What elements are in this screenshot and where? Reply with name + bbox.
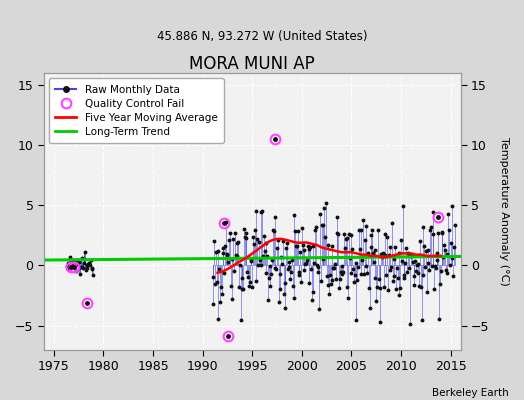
Text: Berkeley Earth: Berkeley Earth	[432, 388, 508, 398]
Title: MORA MUNI AP: MORA MUNI AP	[189, 55, 315, 73]
Legend: Raw Monthly Data, Quality Control Fail, Five Year Moving Average, Long-Term Tren: Raw Monthly Data, Quality Control Fail, …	[49, 78, 224, 143]
Y-axis label: Temperature Anomaly (°C): Temperature Anomaly (°C)	[499, 137, 509, 286]
Text: 45.886 N, 93.272 W (United States): 45.886 N, 93.272 W (United States)	[157, 30, 367, 43]
